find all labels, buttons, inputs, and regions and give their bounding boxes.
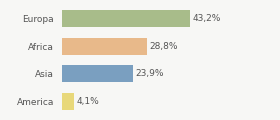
Bar [62, 65, 133, 82]
Bar [62, 10, 190, 27]
Bar [62, 38, 148, 55]
Text: 43,2%: 43,2% [193, 14, 221, 23]
Text: 23,9%: 23,9% [135, 69, 164, 78]
Bar [62, 93, 74, 110]
Text: 4,1%: 4,1% [76, 97, 99, 106]
Text: 28,8%: 28,8% [150, 42, 178, 51]
